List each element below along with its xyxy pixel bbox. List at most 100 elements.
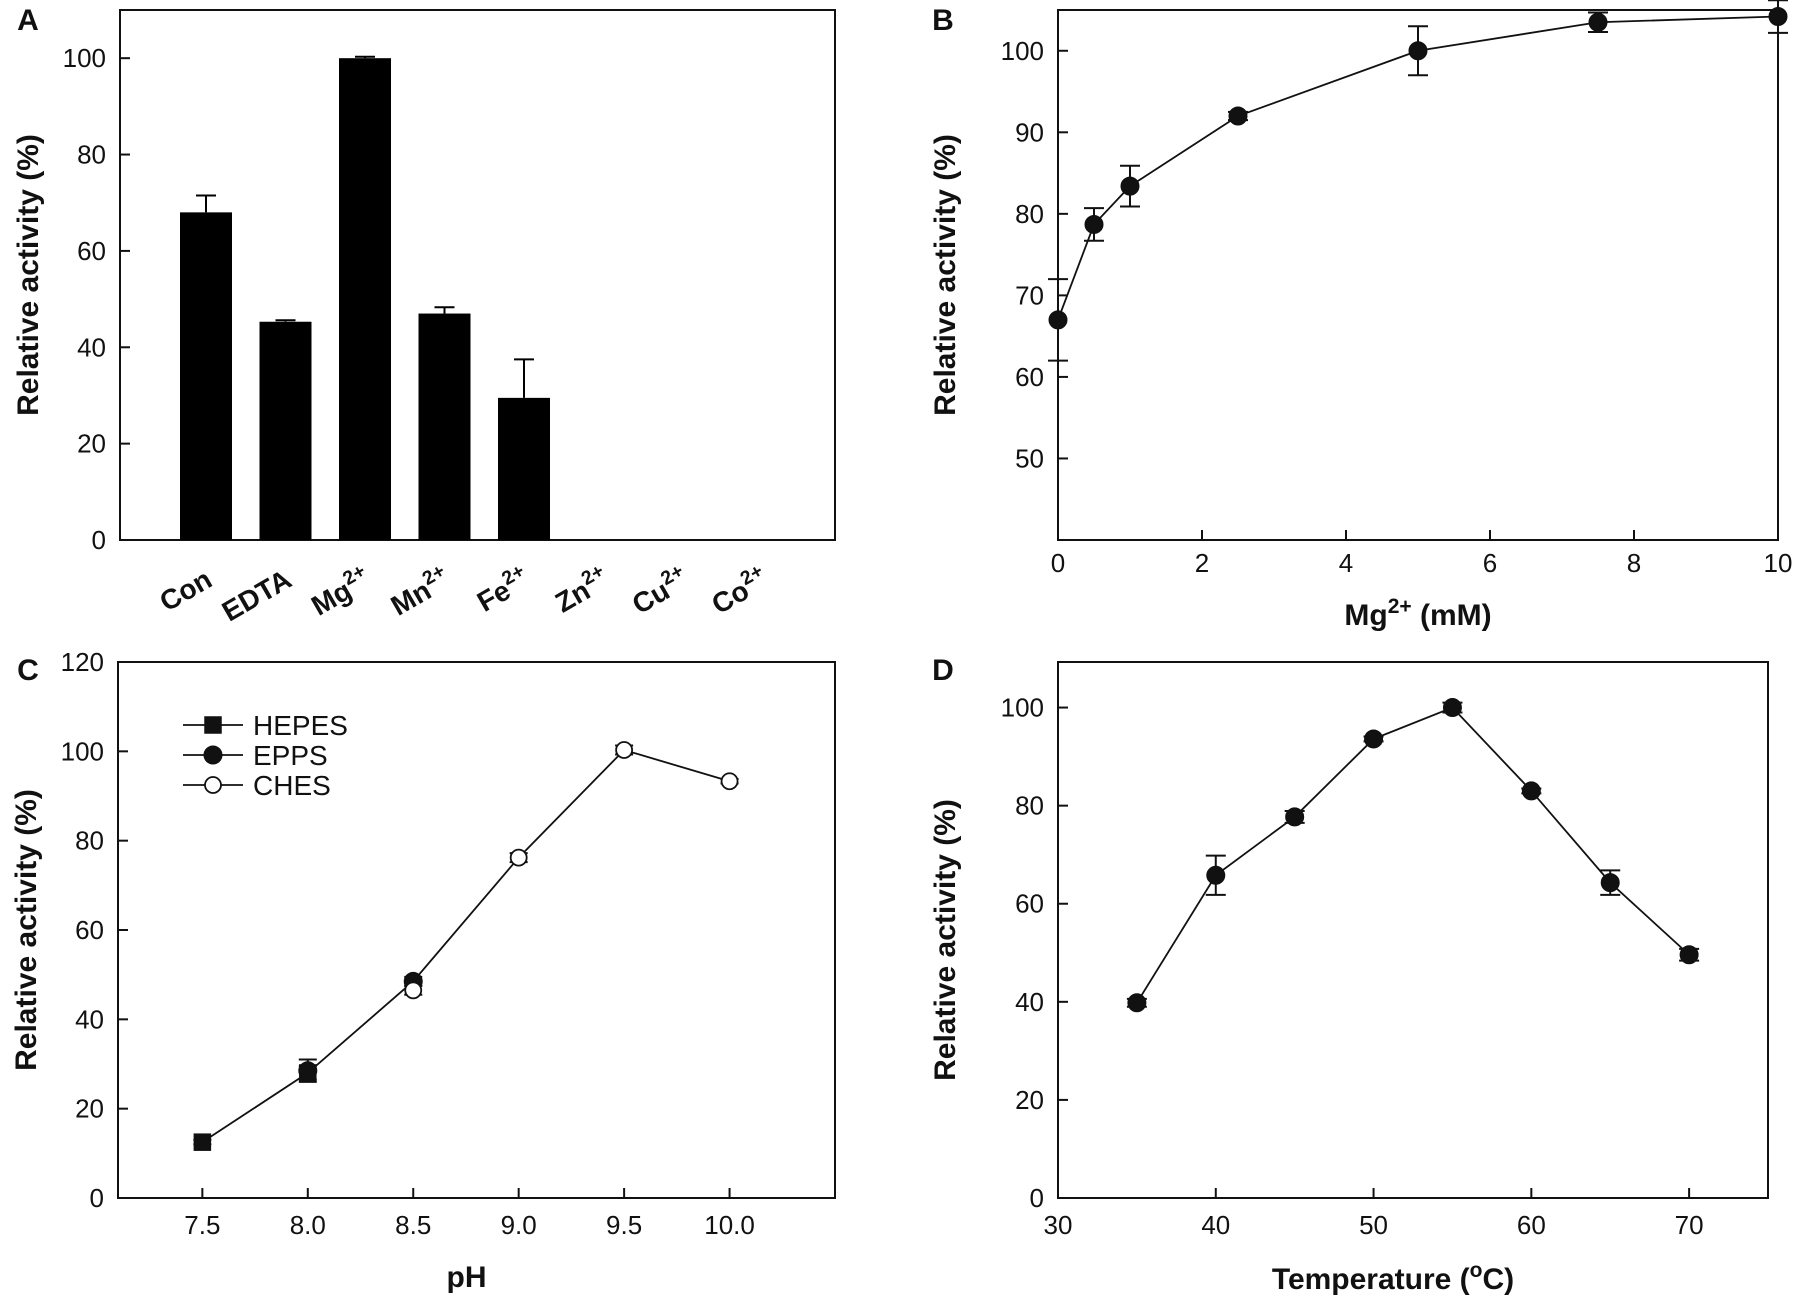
y-tick-label-d-1: 20 [1015, 1085, 1044, 1115]
x-category-label-fe: Fe2+ [470, 560, 535, 618]
bar-con [180, 212, 232, 540]
legend-label-ches: CHES [253, 770, 331, 801]
x-tick-label-b-3: 6 [1483, 548, 1497, 578]
bar-edta [259, 321, 312, 540]
y-tick-label-b-1: 60 [1015, 362, 1044, 392]
legend-marker-hepes [204, 716, 222, 734]
data-point-b-2 [1120, 176, 1140, 196]
bar-mg [339, 58, 391, 540]
x-axis-label-d: Temperature (oC) [1272, 1259, 1514, 1296]
data-point-d-1 [1206, 865, 1226, 885]
plot-frame-d [1057, 661, 1769, 1199]
x-tick-label-c-0: 7.5 [184, 1210, 220, 1240]
y-tick-label-a-1: 20 [77, 429, 106, 459]
data-point-d-4 [1442, 698, 1462, 718]
data-point-ches-1 [509, 848, 528, 867]
x-category-label-mg: Mg2+ [304, 560, 376, 622]
x-tick-label-b-4: 8 [1627, 548, 1641, 578]
x-tick-label-d-2: 50 [1359, 1210, 1388, 1240]
panel-a: A 0 20 40 60 80 100 Relative activity (%) Con EDT… [12, 4, 836, 627]
data-point-ches-2 [615, 741, 634, 759]
panel-label-d: D [932, 654, 954, 687]
x-tick-label-c-5: 10.0 [704, 1210, 755, 1240]
data-point-d-6 [1600, 873, 1620, 893]
x-tick-label-c-3: 9.0 [501, 1210, 537, 1240]
data-point-d-7 [1679, 945, 1699, 965]
y-axis-label-d: Relative activity (%) [929, 799, 962, 1081]
data-point-d-0 [1127, 993, 1147, 1013]
y-tick-label-d-5: 100 [1001, 693, 1044, 723]
data-point-b-5 [1588, 12, 1608, 32]
x-tick-label-c-4: 9.5 [606, 1210, 642, 1240]
y-tick-label-b-2: 70 [1015, 280, 1044, 310]
y-tick-label-d-4: 80 [1015, 791, 1044, 821]
bar-fe [498, 397, 550, 540]
data-point-b-3 [1228, 106, 1248, 126]
y-tick-label-c-1: 20 [75, 1094, 104, 1124]
x-category-label-cu: Cu2+ [625, 560, 694, 620]
y-tick-label-d-0: 0 [1030, 1183, 1044, 1213]
y-tick-label-c-6: 120 [61, 647, 104, 677]
plot-frame-c [117, 661, 836, 1199]
series-line-temperature [1136, 706, 1690, 1004]
y-tick-label-c-0: 0 [90, 1183, 104, 1213]
y-tick-label-c-4: 80 [75, 826, 104, 856]
x-category-label-co: Co2+ [704, 560, 773, 620]
y-axis-label-c: Relative activity (%) [10, 789, 43, 1071]
panel-d: D 0 20 40 60 80 100 30 40 50 60 70 Relative activity… [929, 654, 1769, 1296]
y-tick-label-a-0: 0 [92, 525, 106, 555]
y-tick-label-b-0: 50 [1015, 443, 1044, 473]
y-tick-label-a-4: 80 [77, 140, 106, 170]
bar-mn [418, 313, 471, 540]
panel-label-b: B [932, 4, 954, 37]
y-tick-label-a-5: 100 [63, 43, 106, 73]
x-tick-label-b-2: 4 [1339, 548, 1353, 578]
x-tick-label-b-0: 0 [1051, 548, 1065, 578]
plot-frame-b [1057, 9, 1779, 541]
y-axis-label-a: Relative activity (%) [12, 134, 45, 416]
x-tick-label-c-1: 8.0 [290, 1210, 326, 1240]
data-point-epps-0 [298, 1061, 318, 1081]
data-point-d-2 [1285, 807, 1305, 827]
x-tick-label-b-1: 2 [1195, 548, 1209, 578]
y-tick-label-b-3: 80 [1015, 199, 1044, 229]
x-tick-label-d-1: 40 [1201, 1210, 1230, 1240]
legend-label-hepes: HEPES [253, 710, 348, 741]
x-tick-label-d-4: 70 [1675, 1210, 1704, 1240]
data-point-d-5 [1521, 781, 1541, 801]
y-tick-label-c-2: 40 [75, 1004, 104, 1034]
x-category-label-con: Con [154, 563, 217, 617]
y-tick-label-b-4: 90 [1015, 117, 1044, 147]
y-tick-label-d-2: 40 [1015, 987, 1044, 1017]
x-tick-label-d-3: 60 [1517, 1210, 1546, 1240]
y-tick-label-a-3: 60 [77, 236, 106, 266]
x-tick-label-d-0: 30 [1044, 1210, 1073, 1240]
x-axis-label-b: Mg2+ (mM) [1344, 595, 1491, 632]
x-category-label-edta: EDTA [217, 563, 297, 627]
x-tick-label-c-2: 8.5 [395, 1210, 431, 1240]
y-tick-label-c-3: 60 [75, 915, 104, 945]
legend-marker-ches [204, 776, 222, 794]
data-point-hepes-0 [193, 1133, 212, 1151]
x-tick-label-b-5: 10 [1764, 548, 1793, 578]
legend-label-epps: EPPS [253, 740, 328, 771]
panel-c: C 0 20 40 60 80 100 120 7.5 8.0 8.5 9.0 9.5 10.0 Relat… [10, 647, 836, 1294]
data-point-b-1 [1084, 214, 1104, 234]
y-tick-label-a-2: 40 [77, 332, 106, 362]
data-point-b-0 [1048, 310, 1068, 330]
panel-b: B 50 60 70 80 90 100 0 2 4 6 8 10 Relative activity (… [929, 0, 1792, 632]
y-axis-label-b: Relative activity (%) [929, 134, 962, 416]
data-point-b-6 [1768, 7, 1788, 27]
legend-marker-epps [203, 745, 223, 765]
data-point-b-4 [1408, 41, 1428, 61]
data-point-ches-0 [404, 981, 423, 1000]
y-tick-label-d-3: 60 [1015, 889, 1044, 919]
x-axis-label-c: pH [447, 1261, 487, 1294]
panel-label-c: C [17, 654, 39, 687]
panel-label-a: A [17, 4, 39, 37]
series-line-ph [201, 748, 730, 1143]
y-tick-label-c-5: 100 [61, 736, 104, 766]
data-point-ches-3 [720, 772, 739, 791]
